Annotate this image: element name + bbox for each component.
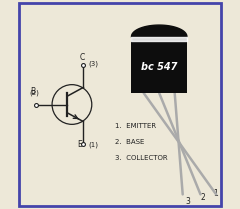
Text: 2: 2 xyxy=(200,193,205,202)
Text: 1.  EMITTER: 1. EMITTER xyxy=(115,124,156,129)
Text: 3: 3 xyxy=(186,196,190,206)
Polygon shape xyxy=(132,25,187,38)
Text: 2.  BASE: 2. BASE xyxy=(115,139,144,145)
Text: C: C xyxy=(80,53,85,62)
Bar xyxy=(132,38,187,93)
Text: (2): (2) xyxy=(30,90,40,96)
Text: E: E xyxy=(78,140,82,149)
Text: (3): (3) xyxy=(89,61,99,68)
Text: (1): (1) xyxy=(89,141,99,148)
Text: 1: 1 xyxy=(213,189,217,198)
Text: 3.  COLLECTOR: 3. COLLECTOR xyxy=(115,155,167,161)
Text: bc 547: bc 547 xyxy=(141,62,177,72)
Text: B: B xyxy=(30,87,35,96)
